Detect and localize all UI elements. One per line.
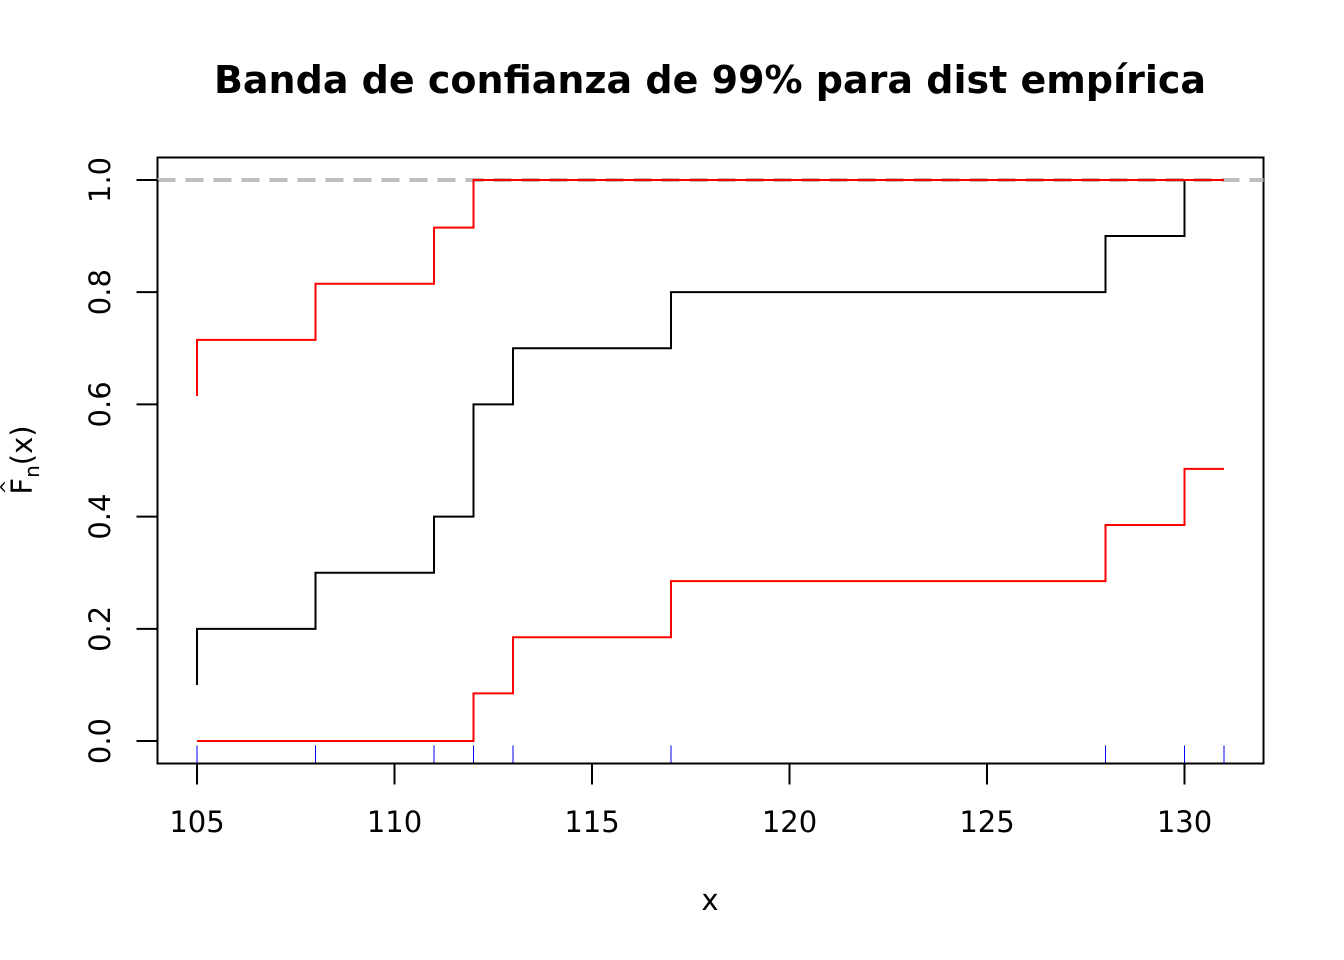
empirical-cdf-step-line	[196, 179, 1186, 685]
y-axis-label-sub: n	[20, 465, 44, 478]
x-tick-label: 125	[959, 805, 1014, 839]
y-axis-label: Fn(x) ^	[0, 425, 44, 494]
y-tick-label: 1.0	[83, 157, 117, 203]
x-tick-label: 110	[367, 805, 422, 839]
lower-band-step-line	[197, 467, 1224, 743]
y-tick-label: 0.8	[83, 269, 117, 315]
upper-band-step-line	[196, 178, 1224, 396]
x-tick-label: 115	[564, 805, 619, 839]
y-axis-label-text: Fn(x)	[5, 425, 44, 494]
x-axis-label: x	[701, 883, 718, 917]
x-tick-label: 105	[169, 805, 224, 839]
chart-title: Banda de confianza de 99% para dist empí…	[214, 58, 1206, 102]
y-tick-label: 0.6	[83, 381, 117, 427]
plot-frame	[156, 156, 1265, 765]
y-tick-label: 0.0	[83, 718, 117, 764]
y-tick-label: 0.2	[83, 606, 117, 652]
y-axis-label-hat: ^	[0, 479, 18, 494]
y-axis-label-arg: (x)	[5, 425, 39, 465]
x-tick-label: 130	[1157, 805, 1212, 839]
y-tick-label: 0.4	[83, 494, 117, 540]
y-axis-label-main: F	[5, 478, 39, 495]
x-tick-label: 120	[762, 805, 817, 839]
